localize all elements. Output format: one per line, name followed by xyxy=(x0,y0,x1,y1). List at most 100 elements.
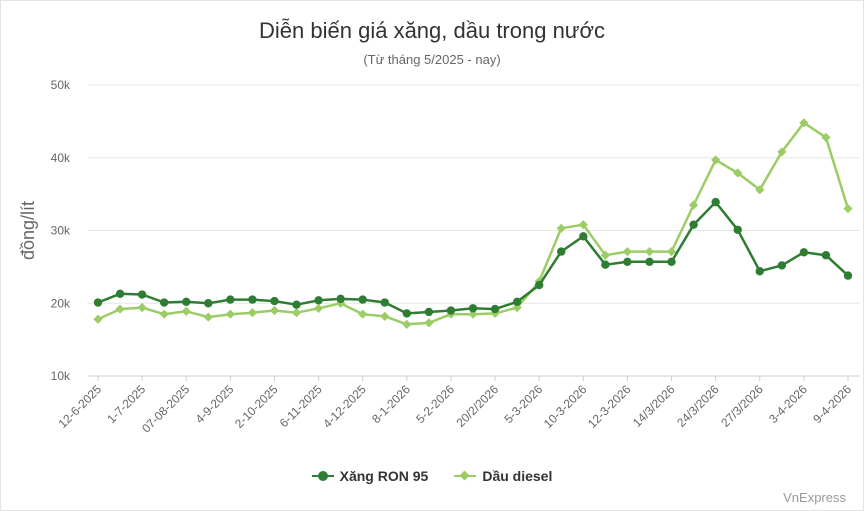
data-point-ron95 xyxy=(380,298,389,307)
data-point-diesel xyxy=(512,303,522,313)
data-point-ron95 xyxy=(490,304,500,314)
y-axis-title: đồng/lít xyxy=(18,201,38,260)
data-point-diesel xyxy=(468,309,478,319)
data-point-ron95 xyxy=(358,295,367,304)
chart-subtitle: (Từ tháng 5/2025 - nay) xyxy=(363,52,501,67)
x-tick-label: 24/3/2026 xyxy=(674,382,722,430)
y-tick-label: 40k xyxy=(51,151,71,165)
data-point-ron95 xyxy=(645,257,654,266)
data-point-ron95 xyxy=(115,289,125,298)
data-point-diesel xyxy=(115,304,125,314)
data-point-diesel xyxy=(402,319,412,329)
data-point-ron95 xyxy=(336,294,345,304)
y-tick-label: 20k xyxy=(51,296,71,310)
credit-label: VnExpress xyxy=(783,490,846,505)
data-point-diesel xyxy=(578,220,588,230)
data-point-ron95 xyxy=(292,300,301,309)
data-point-ron95 xyxy=(248,295,257,304)
diamond-marker-icon xyxy=(454,470,477,482)
data-point-ron95 xyxy=(821,251,831,260)
x-tick-label: 07-08-2025 xyxy=(139,382,193,436)
y-tick-label: 10k xyxy=(51,369,71,383)
circle-marker-icon xyxy=(311,470,334,482)
data-point-diesel xyxy=(644,246,655,257)
data-point-ron95 xyxy=(468,304,478,313)
chart-legend: Xăng RON 95 Dầu diesel xyxy=(0,468,864,484)
data-point-diesel xyxy=(203,312,213,322)
data-point-diesel xyxy=(622,246,633,257)
data-point-ron95 xyxy=(755,267,764,276)
legend-diamond-diesel xyxy=(459,470,470,481)
data-point-diesel xyxy=(556,223,566,233)
data-point-ron95 xyxy=(799,248,809,257)
x-tick-label: 4-12-2025 xyxy=(320,382,369,431)
data-point-diesel xyxy=(777,147,787,157)
y-tick-label: 30k xyxy=(51,224,71,238)
data-point-diesel xyxy=(269,305,280,316)
data-point-diesel xyxy=(313,303,324,313)
data-point-diesel xyxy=(843,204,853,214)
data-point-ron95 xyxy=(402,309,412,318)
legend-label-ron95: Xăng RON 95 xyxy=(339,468,429,484)
data-point-diesel xyxy=(291,308,302,318)
data-point-diesel xyxy=(225,309,235,319)
data-point-ron95 xyxy=(93,298,103,307)
data-point-diesel xyxy=(799,118,809,128)
x-tick-label: 6-11-2025 xyxy=(277,382,325,430)
x-tick-label: 2-10-2025 xyxy=(232,382,281,431)
x-tick-label: 12-6-2025 xyxy=(56,382,105,431)
data-point-diesel xyxy=(358,309,368,319)
y-tick-label: 50k xyxy=(51,78,71,92)
data-point-diesel xyxy=(600,250,610,260)
x-tick-label: 10-3-2026 xyxy=(541,382,590,431)
data-point-ron95 xyxy=(579,232,588,241)
x-tick-label: 27/3/2026 xyxy=(718,382,766,430)
data-point-ron95 xyxy=(512,297,522,306)
data-point-ron95 xyxy=(777,261,787,270)
series-line-diesel xyxy=(96,121,850,326)
data-point-ron95 xyxy=(314,296,323,305)
data-point-diesel xyxy=(380,311,390,321)
data-point-diesel xyxy=(137,303,147,313)
data-point-diesel xyxy=(755,185,765,195)
legend-item-dau-diesel[interactable]: Dầu diesel xyxy=(454,468,552,484)
data-point-diesel xyxy=(733,168,743,178)
data-point-ron95 xyxy=(137,290,147,299)
x-tick-label: 5-3-2026 xyxy=(501,382,545,426)
data-point-ron95 xyxy=(557,247,566,256)
data-point-diesel xyxy=(711,155,721,165)
data-point-diesel xyxy=(424,318,434,328)
legend-label-diesel: Dầu diesel xyxy=(482,468,553,484)
data-point-ron95 xyxy=(843,271,853,280)
data-point-diesel xyxy=(93,314,103,324)
x-tick-label: 3-4-2026 xyxy=(766,382,810,426)
data-point-diesel xyxy=(666,246,677,257)
data-point-ron95 xyxy=(601,260,610,269)
x-tick-label: 9-4-2026 xyxy=(810,382,854,426)
legend-item-xang-ron95[interactable]: Xăng RON 95 xyxy=(311,468,429,484)
legend-dot-ron95 xyxy=(317,471,328,481)
data-point-ron95 xyxy=(182,297,191,306)
x-tick-label: 8-1-2026 xyxy=(369,382,413,426)
data-point-diesel xyxy=(688,200,699,210)
data-point-ron95 xyxy=(270,296,279,306)
chart-title: Diễn biến giá xăng, dầu trong nước xyxy=(259,18,605,43)
data-point-ron95 xyxy=(159,298,169,307)
data-point-ron95 xyxy=(424,307,434,317)
x-tick-label: 12-3-2026 xyxy=(585,382,634,431)
data-point-ron95 xyxy=(667,257,676,266)
data-point-ron95 xyxy=(623,257,632,266)
data-point-diesel xyxy=(159,309,169,319)
x-tick-label: 20/2/2026 xyxy=(454,382,502,430)
data-point-ron95 xyxy=(689,220,698,229)
data-point-ron95 xyxy=(711,197,720,207)
data-point-ron95 xyxy=(733,225,742,234)
data-point-ron95 xyxy=(204,299,213,308)
x-tick-label: 14/3/2026 xyxy=(630,382,678,430)
data-point-ron95 xyxy=(226,295,235,304)
data-point-diesel xyxy=(247,308,258,318)
x-tick-label: 1-7-2025 xyxy=(104,382,148,426)
data-point-ron95 xyxy=(446,306,456,315)
data-point-diesel xyxy=(181,306,191,316)
